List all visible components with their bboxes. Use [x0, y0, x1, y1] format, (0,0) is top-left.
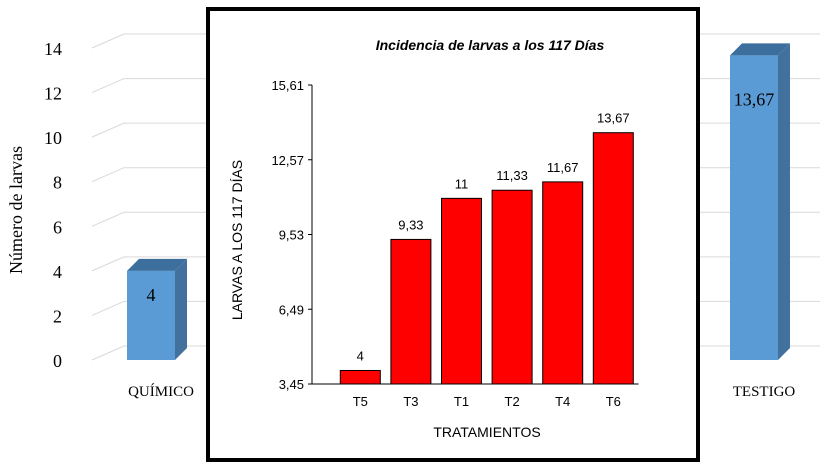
bar-side: [778, 43, 790, 361]
value-label: 11: [455, 176, 469, 191]
value-label: 9,33: [398, 217, 423, 232]
bar-top: [127, 258, 187, 271]
y-tick-label: 0: [53, 351, 62, 371]
y-tick-label: 9,53: [279, 228, 304, 243]
bar-top: [730, 43, 790, 56]
inset-chart: Incidencia de larvas a los 117 Días TRATA…: [229, 37, 639, 440]
bar: [542, 181, 584, 385]
value-label: 11,67: [547, 160, 579, 175]
bar: [491, 189, 533, 385]
x-tick-label: TESTIGO: [733, 384, 796, 400]
value-label: 13,67: [597, 111, 630, 126]
y-tick-label: 15,61: [271, 78, 304, 93]
bar: [127, 270, 175, 360]
chart-title: Incidencia de larvas a los 117 Días: [376, 37, 605, 53]
x-tick-label: T4: [555, 394, 570, 409]
y-axis-label: Número de larvas: [6, 146, 26, 274]
value-label: 4: [357, 348, 364, 363]
x-tick-label: T5: [353, 394, 368, 409]
y-tick-label: 6: [53, 217, 62, 237]
x-tick-label: QUÍMICO: [128, 383, 194, 400]
y-tick-label: 2: [53, 306, 62, 326]
y-tick-label: 10: [44, 128, 62, 148]
x-tick-label: T2: [505, 394, 520, 409]
y-tick-label: 12,57: [271, 153, 304, 168]
bar: [339, 369, 381, 385]
x-tick-label: T6: [606, 394, 621, 409]
y-tick-label: 6,49: [279, 302, 304, 317]
bar: [592, 132, 634, 385]
y-tick-label: 8: [53, 173, 62, 193]
value-label: 4: [147, 285, 156, 305]
value-label: 11,33: [496, 168, 528, 183]
bar: [730, 55, 778, 361]
y-tick-label: 12: [44, 84, 62, 104]
x-axis-label: TRATAMIENTOS: [433, 424, 540, 440]
y-tick-label: 14: [44, 39, 62, 59]
bar-side: [175, 258, 187, 360]
x-tick-label: T3: [403, 394, 418, 409]
bar: [390, 238, 432, 385]
bar: [441, 197, 482, 385]
x-tick-label: T1: [454, 394, 469, 409]
y-tick-label: 3,45: [279, 377, 304, 392]
y-axis-label: LARVAS A LOS 117 DÍAS: [229, 160, 245, 320]
y-tick-label: 4: [53, 262, 62, 282]
value-label: 13,67: [734, 89, 775, 109]
